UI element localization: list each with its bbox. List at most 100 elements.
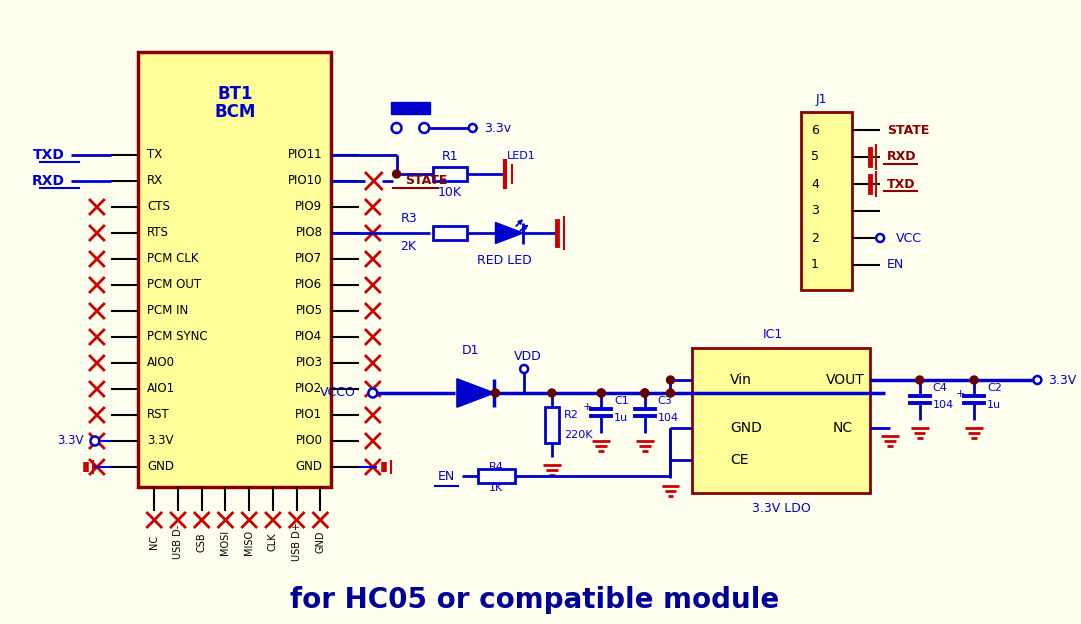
Text: MOSI: MOSI	[221, 529, 230, 555]
Text: STATE: STATE	[888, 124, 930, 137]
Text: VCCO: VCCO	[320, 386, 356, 399]
Text: PIO1: PIO1	[295, 409, 322, 421]
Circle shape	[916, 376, 923, 384]
Bar	[692, 348, 870, 493]
Circle shape	[667, 376, 675, 384]
Text: 1: 1	[811, 258, 818, 271]
Polygon shape	[495, 223, 523, 243]
Text: STATE: STATE	[405, 175, 448, 187]
Circle shape	[492, 389, 499, 397]
Text: +: +	[583, 402, 592, 412]
Text: BCM: BCM	[214, 103, 255, 121]
Text: D1: D1	[462, 344, 480, 358]
Text: PIO5: PIO5	[295, 305, 322, 318]
Circle shape	[369, 389, 377, 397]
Text: 1K: 1K	[490, 483, 504, 493]
Circle shape	[419, 123, 429, 133]
Text: 3.3v: 3.3v	[484, 122, 511, 135]
Text: USB D-: USB D-	[173, 525, 183, 559]
Text: MISO: MISO	[244, 529, 254, 555]
Text: RX: RX	[147, 175, 163, 187]
Text: R1: R1	[442, 150, 458, 162]
Text: 6: 6	[811, 124, 818, 137]
Text: VDD: VDD	[515, 351, 542, 364]
Text: 1u: 1u	[614, 413, 628, 423]
Text: CE: CE	[730, 453, 748, 467]
Polygon shape	[457, 379, 494, 407]
Text: R4: R4	[489, 462, 504, 472]
Text: 3.3V: 3.3V	[147, 434, 174, 447]
Text: 2K: 2K	[401, 240, 416, 253]
Bar	[545, 407, 559, 443]
Text: 4: 4	[811, 177, 818, 190]
Text: NC: NC	[832, 421, 853, 435]
Text: 3.3V LDO: 3.3V LDO	[752, 502, 811, 515]
Text: GND: GND	[316, 531, 325, 553]
Text: RXD: RXD	[888, 150, 917, 163]
Text: PIO2: PIO2	[295, 383, 322, 396]
Text: PCM OUT: PCM OUT	[147, 278, 201, 291]
Bar	[478, 469, 516, 483]
Text: RTS: RTS	[147, 227, 170, 240]
Text: PIO10: PIO10	[288, 175, 322, 187]
Text: 5: 5	[811, 150, 819, 163]
Text: TXD: TXD	[888, 177, 916, 190]
Text: PIO0: PIO0	[295, 434, 322, 447]
Text: CLK: CLK	[268, 533, 278, 552]
Text: USB D+: USB D+	[292, 523, 302, 562]
Circle shape	[598, 389, 605, 397]
Text: C4: C4	[933, 383, 947, 393]
Text: 1u: 1u	[987, 400, 1001, 410]
Text: EN: EN	[888, 258, 905, 271]
Bar	[432, 167, 467, 181]
Circle shape	[392, 170, 401, 178]
Text: TXD: TXD	[32, 148, 64, 162]
Text: NC: NC	[149, 535, 159, 549]
Text: Vin: Vin	[730, 373, 751, 387]
Text: 220K: 220K	[563, 430, 592, 440]
Text: 3: 3	[811, 205, 818, 218]
Text: EN: EN	[438, 469, 455, 482]
Text: PCM CLK: PCM CLK	[147, 253, 199, 265]
Text: 10K: 10K	[438, 185, 462, 198]
Circle shape	[391, 123, 401, 133]
Text: RST: RST	[147, 409, 170, 421]
Text: 104: 104	[933, 400, 953, 410]
Text: VOUT: VOUT	[826, 373, 865, 387]
Circle shape	[877, 234, 884, 242]
Text: PIO6: PIO6	[295, 278, 322, 291]
Circle shape	[667, 389, 675, 397]
Circle shape	[1033, 376, 1041, 384]
Text: for HC05 or compatible module: for HC05 or compatible module	[290, 586, 779, 614]
Text: 104: 104	[657, 413, 679, 423]
Circle shape	[548, 389, 556, 397]
Text: PCM IN: PCM IN	[147, 305, 188, 318]
Text: +: +	[956, 389, 965, 399]
Text: CTS: CTS	[147, 200, 170, 213]
Text: 2: 2	[811, 232, 818, 245]
Circle shape	[598, 389, 605, 397]
Bar	[138, 52, 331, 487]
Text: LED1: LED1	[507, 151, 536, 161]
Text: C1: C1	[614, 396, 629, 406]
Text: RED LED: RED LED	[477, 255, 532, 268]
Bar	[801, 112, 853, 290]
Text: R3: R3	[401, 213, 417, 225]
Text: 3.3V: 3.3V	[1049, 374, 1077, 386]
Text: PIO9: PIO9	[295, 200, 322, 213]
Text: C3: C3	[657, 396, 672, 406]
Circle shape	[970, 376, 978, 384]
Text: GND: GND	[295, 461, 322, 474]
Circle shape	[641, 389, 649, 397]
Text: PIO7: PIO7	[295, 253, 322, 265]
Text: PIO11: PIO11	[288, 149, 322, 162]
Text: PCM SYNC: PCM SYNC	[147, 331, 208, 343]
Text: VCC: VCC	[896, 232, 922, 245]
Text: 3.3V: 3.3V	[57, 434, 84, 447]
Text: GND: GND	[147, 461, 174, 474]
Text: R2: R2	[563, 410, 578, 420]
Bar	[390, 102, 430, 114]
Text: AIO1: AIO1	[147, 383, 175, 396]
Circle shape	[469, 124, 477, 132]
Text: PIO4: PIO4	[295, 331, 322, 343]
